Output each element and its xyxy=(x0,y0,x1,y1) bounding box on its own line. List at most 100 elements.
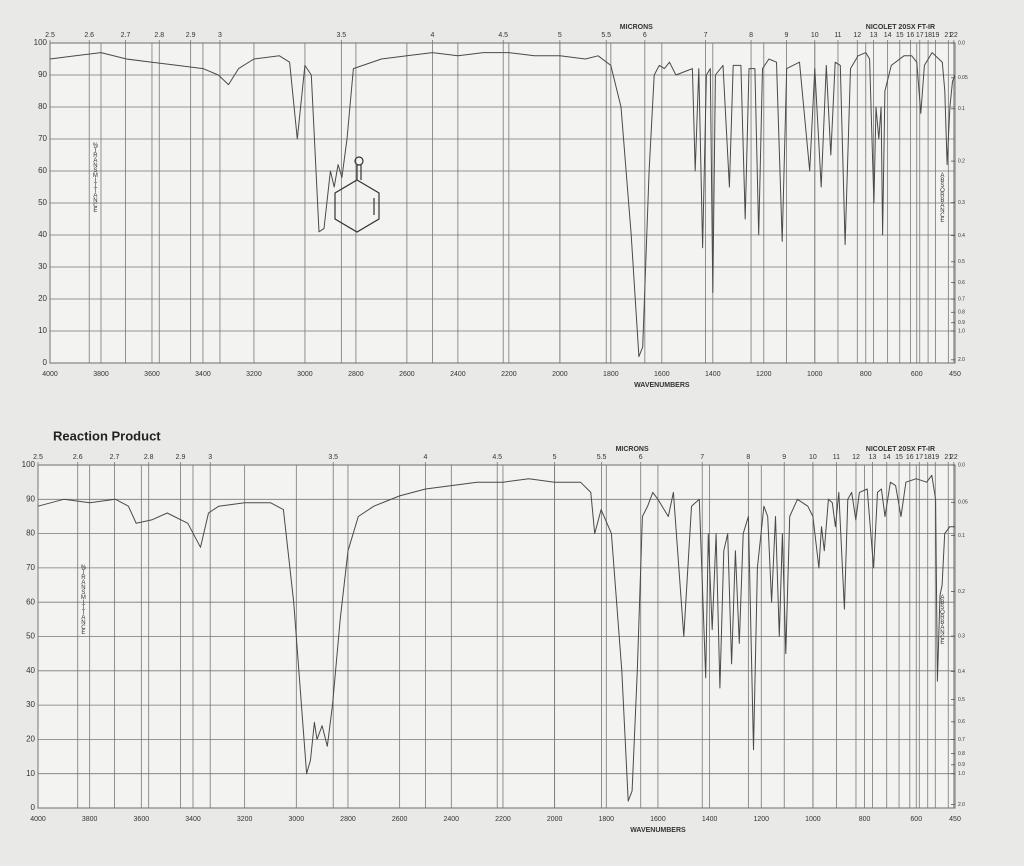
micron-tick-label: 16 xyxy=(906,32,914,39)
micron-tick-label: 6 xyxy=(639,454,643,461)
y2-tick-label: 0.6 xyxy=(958,719,965,725)
y2-tick-label: 0.6 xyxy=(958,280,965,286)
y-tick-label: 80 xyxy=(26,529,35,538)
micron-tick-label: 5 xyxy=(558,32,562,39)
top-axis-label: MICRONS xyxy=(620,24,653,31)
chart-title: Reaction Product xyxy=(53,428,161,443)
micron-tick-label: 14 xyxy=(883,454,891,461)
y-tick-label: 40 xyxy=(38,230,47,239)
x-tick-label: 2400 xyxy=(450,371,466,378)
x-axis-label: WAVENUMBERS xyxy=(630,827,686,834)
y2-tick-label: 0.5 xyxy=(958,697,965,703)
x-tick-label: 2200 xyxy=(501,371,517,378)
x-tick-label: 3600 xyxy=(134,816,150,823)
y-tick-label: 60 xyxy=(26,597,35,606)
y2-tick-label: 0.4 xyxy=(958,669,965,675)
x-tick-label: 800 xyxy=(859,816,871,823)
y2-tick-label: 0.9 xyxy=(958,320,965,326)
micron-tick-label: 21 xyxy=(944,32,952,39)
instrument-label: NICOLET 20SX FT-IR xyxy=(866,446,935,453)
oxygen xyxy=(354,156,364,166)
micron-tick-label: 12 xyxy=(853,32,861,39)
micron-tick-label: 2.9 xyxy=(186,32,196,39)
y2-tick-label: 0.1 xyxy=(958,106,965,112)
y-tick-label: 90 xyxy=(38,70,47,79)
y-tick-label: 30 xyxy=(38,262,47,271)
micron-tick-label: 16 xyxy=(906,454,914,461)
x-tick-label: 4000 xyxy=(30,816,46,823)
y-axis-label: %TRANSMITTANCE xyxy=(80,565,86,635)
micron-tick-label: 5 xyxy=(553,454,557,461)
micron-tick-label: 15 xyxy=(895,454,903,461)
micron-tick-label: 3.5 xyxy=(328,454,338,461)
x-tick-label: 2400 xyxy=(444,816,460,823)
y-tick-label: 60 xyxy=(38,166,47,175)
micron-tick-label: 2.7 xyxy=(110,454,120,461)
micron-tick-label: 18 xyxy=(924,32,932,39)
x-tick-label: 3200 xyxy=(246,371,262,378)
micron-tick-label: 11 xyxy=(834,32,841,39)
x-tick-label: 3800 xyxy=(93,371,109,378)
micron-tick-label: 17 xyxy=(916,32,924,39)
spectrum-line xyxy=(49,52,956,358)
y-tick-label: 70 xyxy=(26,563,35,572)
micron-tick-label: 2.8 xyxy=(144,454,154,461)
y-tick-label: 20 xyxy=(38,294,47,303)
y2-tick-label: 0.3 xyxy=(958,200,965,206)
micron-tick-label: 21 xyxy=(944,454,952,461)
micron-tick-label: 13 xyxy=(870,32,878,39)
x-tick-label: 1000 xyxy=(807,371,823,378)
x-tick-label: 1800 xyxy=(603,371,619,378)
x-tick-label: 600 xyxy=(910,816,922,823)
y2-tick-label: 0.05 xyxy=(958,500,968,506)
micron-tick-label: 8 xyxy=(746,454,750,461)
y2-tick-label: 0.7 xyxy=(958,737,965,743)
x-tick-label: 800 xyxy=(860,371,872,378)
x-tick-label: 2800 xyxy=(348,371,364,378)
x-tick-label: 1400 xyxy=(705,371,721,378)
y-tick-label: 90 xyxy=(26,494,35,503)
micron-tick-label: 19 xyxy=(931,454,939,461)
micron-tick-label: 8 xyxy=(749,32,753,39)
x-tick-label: 1200 xyxy=(753,816,769,823)
micron-tick-label: 5.5 xyxy=(597,454,607,461)
x-tick-label: 2600 xyxy=(399,371,415,378)
y-tick-label: 50 xyxy=(26,632,35,641)
x-tick-label: 1600 xyxy=(650,816,666,823)
y-tick-label: 50 xyxy=(38,198,47,207)
y2-tick-label: 2.0 xyxy=(958,802,965,808)
micron-tick-label: 9 xyxy=(782,454,786,461)
y2-tick-label: 0.3 xyxy=(958,633,965,639)
y-tick-label: 80 xyxy=(38,102,47,111)
x-tick-label: 3000 xyxy=(289,816,305,823)
micron-tick-label: 5.5 xyxy=(601,32,611,39)
y2-tick-label: 1.0 xyxy=(958,771,965,777)
x-tick-label: 3400 xyxy=(185,816,201,823)
micron-tick-label: 19 xyxy=(932,32,940,39)
micron-tick-label: 2.6 xyxy=(73,454,83,461)
y-tick-label: 0 xyxy=(31,803,36,812)
x-tick-label: 3200 xyxy=(237,816,253,823)
x-tick-label: 4000 xyxy=(42,371,58,378)
micron-tick-label: 18 xyxy=(924,454,932,461)
x-tick-label: 1000 xyxy=(805,816,821,823)
y2-tick-label: 0.5 xyxy=(958,259,965,265)
micron-tick-label: 9 xyxy=(785,32,789,39)
x-tick-label: 450 xyxy=(949,371,961,378)
micron-tick-label: 2.7 xyxy=(121,32,131,39)
y-tick-label: 40 xyxy=(26,666,35,675)
micron-tick-label: 10 xyxy=(809,454,817,461)
y-tick-label: 100 xyxy=(22,460,36,469)
micron-tick-label: 3 xyxy=(218,32,222,39)
y2-tick-label: 0.2 xyxy=(958,589,965,595)
micron-tick-label: 2.6 xyxy=(84,32,94,39)
y2-axis-label: ABSORBANCE xyxy=(939,595,945,645)
micron-tick-label: 4.5 xyxy=(498,32,508,39)
y2-tick-label: 1.0 xyxy=(958,328,965,334)
molecule xyxy=(334,156,380,233)
micron-tick-label: 7 xyxy=(700,454,704,461)
micron-tick-label: 12 xyxy=(852,454,860,461)
y2-tick-label: 0.0 xyxy=(958,40,965,46)
micron-tick-label: 4 xyxy=(424,454,428,461)
